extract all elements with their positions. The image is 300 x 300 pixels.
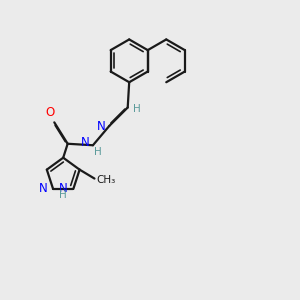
Text: N: N [97, 120, 106, 133]
Text: N: N [59, 182, 68, 195]
Text: O: O [46, 106, 55, 119]
Text: H: H [133, 104, 141, 114]
Text: N: N [39, 182, 48, 195]
Text: H: H [94, 147, 102, 157]
Text: CH₃: CH₃ [97, 175, 116, 185]
Text: H: H [59, 190, 67, 200]
Text: N: N [81, 136, 89, 149]
